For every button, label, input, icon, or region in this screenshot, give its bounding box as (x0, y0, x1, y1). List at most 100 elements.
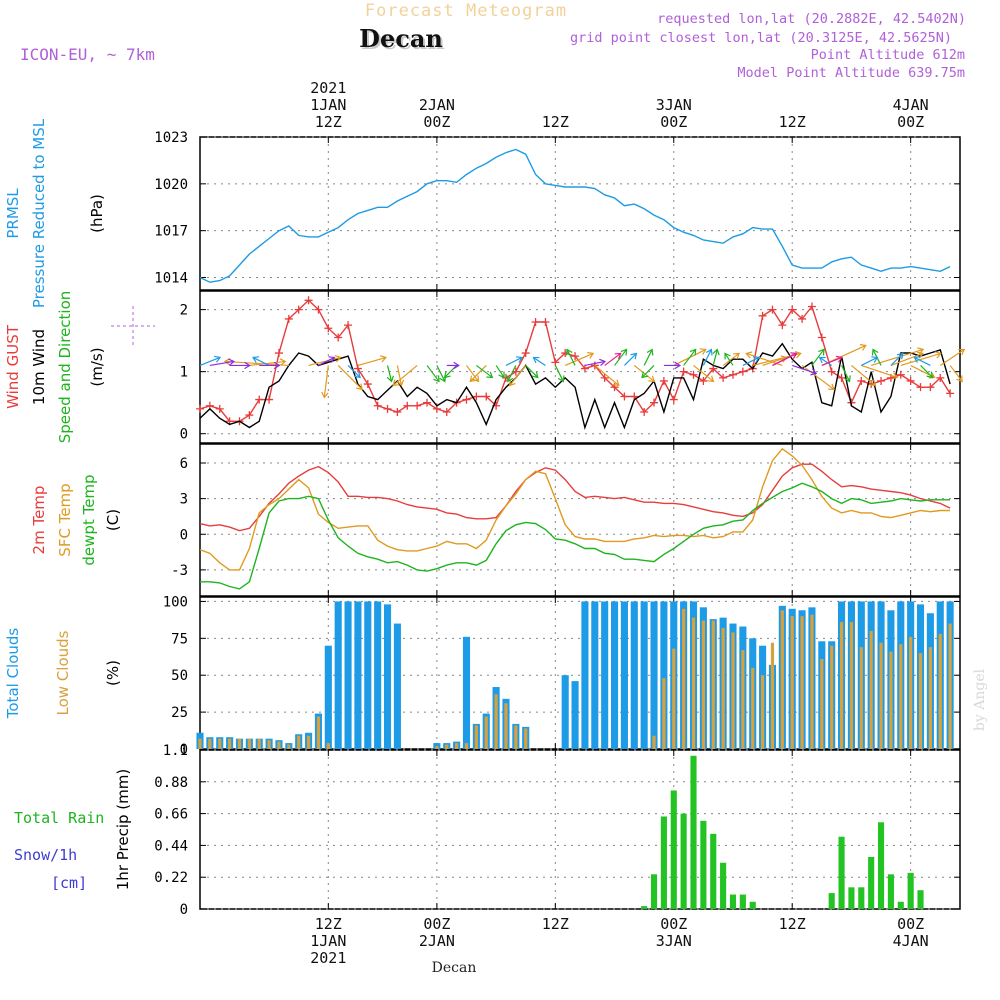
total-cloud-bar (344, 601, 352, 749)
low-cloud-bar (899, 644, 903, 749)
pressure-ytick-label: 1020 (154, 177, 188, 193)
wind-arrow-head (896, 352, 904, 360)
wind-arrow-head (869, 379, 877, 387)
temperature-panel: -3 0 3 6 2m Temp SFC Temp dewpt Temp (C) (30, 443, 961, 597)
wind-arrow (772, 352, 797, 366)
wind-ylabel: (m/s) (88, 347, 106, 386)
wind-arrow (199, 356, 221, 367)
temperature-series-line (199, 447, 951, 571)
wind-arrow (890, 353, 904, 366)
precip-bar (877, 822, 885, 909)
total-cloud-bar (630, 601, 638, 749)
gust-marker (946, 389, 955, 398)
gust-marker (877, 376, 886, 385)
wind-arrow (712, 349, 718, 366)
total-cloud-bar (393, 623, 401, 749)
wind-arrow-head (386, 375, 394, 383)
precip-bar (650, 874, 658, 909)
low-cloud-bar (326, 743, 330, 749)
wind-arrow (392, 364, 418, 386)
temperature-ylabel: dewpt Temp (80, 474, 98, 565)
low-cloud-bar (770, 642, 775, 749)
bottom-time-label: 00Z (897, 915, 924, 933)
wind-arrow-head (433, 375, 440, 383)
gust-marker (580, 364, 589, 373)
wind-arrow-head (835, 355, 843, 363)
gust-marker (738, 367, 747, 376)
gust-marker (620, 392, 629, 401)
wind-arrow (507, 365, 517, 382)
wind-arrow-head (871, 356, 879, 363)
top-time-label: 00Z (660, 113, 687, 131)
low-cloud-bar (938, 633, 942, 749)
precip-bar (660, 816, 667, 909)
wind-arrow-head (328, 356, 336, 363)
wind-arrow (584, 360, 606, 367)
precip-bar (690, 755, 697, 909)
gust-marker (324, 324, 333, 333)
wind-arrow (819, 356, 833, 366)
wind-arrow-head (810, 368, 818, 376)
wind-arrow-head (396, 379, 405, 387)
wind-arrow (693, 364, 714, 382)
precip-bar (887, 874, 894, 909)
gust-marker (699, 376, 708, 385)
top-time-label: 3JAN (656, 96, 692, 114)
wind-arrow-head (828, 383, 835, 391)
low-cloud-bar (257, 738, 261, 749)
low-cloud-bar (859, 647, 863, 749)
gust-marker (679, 367, 688, 376)
wind-arrow (900, 352, 941, 367)
low-cloud-bar (208, 738, 212, 749)
wind-arrow-head (648, 375, 656, 383)
gridpoint-coords: grid point closest lon,lat (20.3125E, 42… (570, 30, 952, 46)
wind-arrow-head (689, 348, 697, 356)
temperature-ytick-label: 6 (180, 456, 188, 472)
low-cloud-bar (790, 616, 794, 749)
wind-arrow (861, 364, 898, 379)
precip-ytick-label: 0.44 (154, 838, 188, 854)
gust-marker (462, 395, 471, 404)
wind-arrow-head (934, 351, 942, 359)
low-cloud-bar (909, 636, 913, 749)
precip-bar (838, 836, 845, 909)
wind-arrow-head (532, 356, 540, 364)
total-cloud-bar (620, 601, 628, 749)
low-cloud-bar (672, 648, 676, 749)
wind-panel: 0 1 2 Wind GUST 10m Wind Speed and Direction (… (4, 290, 966, 444)
precip-bar (907, 872, 914, 909)
bottom-time-label: 2021 (310, 949, 346, 967)
wind-arrow-head (620, 348, 628, 356)
gust-marker (196, 404, 204, 413)
low-cloud-bar (474, 725, 478, 749)
gust-marker (659, 376, 668, 385)
wind-arrow-head (712, 348, 720, 356)
temperature-ytick-label: 3 (180, 492, 188, 508)
wind-arrow-head (630, 352, 638, 360)
gust-marker (413, 401, 422, 410)
wind-arrow (209, 360, 234, 367)
wind-arrow-head (356, 383, 363, 391)
wind-arrow-head (790, 352, 798, 359)
low-cloud-bar (849, 622, 854, 749)
gust-marker (857, 376, 866, 385)
clouds-ytick-label: 0 (180, 742, 188, 758)
footer-location: Decan (432, 960, 477, 976)
wind-arrow (533, 356, 546, 366)
precip-bar (720, 862, 727, 909)
wind-arrow-head (916, 351, 924, 359)
bottom-time-label: 12Z (542, 915, 569, 933)
low-cloud-bar (731, 632, 735, 749)
total-cloud-bar (581, 601, 589, 749)
wind-arrow-head (705, 348, 713, 356)
low-cloud-bar (652, 735, 656, 749)
top-time-label: 12Z (315, 113, 342, 131)
wind-arrow (890, 352, 924, 367)
low-cloud-bar (287, 744, 291, 749)
precip-bar (749, 901, 756, 909)
wind-arrow-head (641, 371, 649, 379)
wind-arrow (949, 365, 963, 382)
low-cloud-bar (810, 614, 814, 749)
low-cloud-bar (721, 627, 725, 749)
wind-arrow-head (587, 351, 595, 359)
